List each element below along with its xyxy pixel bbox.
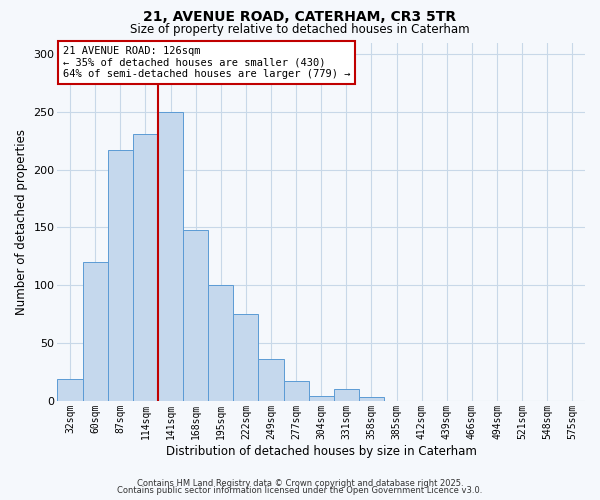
X-axis label: Distribution of detached houses by size in Caterham: Distribution of detached houses by size … <box>166 444 476 458</box>
Text: Size of property relative to detached houses in Caterham: Size of property relative to detached ho… <box>130 22 470 36</box>
Text: Contains public sector information licensed under the Open Government Licence v3: Contains public sector information licen… <box>118 486 482 495</box>
Bar <box>308 396 334 401</box>
Text: Contains HM Land Registry data © Crown copyright and database right 2025.: Contains HM Land Registry data © Crown c… <box>137 478 463 488</box>
Bar <box>108 150 133 401</box>
Text: 21 AVENUE ROAD: 126sqm
← 35% of detached houses are smaller (430)
64% of semi-de: 21 AVENUE ROAD: 126sqm ← 35% of detached… <box>63 46 350 80</box>
Bar <box>259 360 284 401</box>
Text: 21, AVENUE ROAD, CATERHAM, CR3 5TR: 21, AVENUE ROAD, CATERHAM, CR3 5TR <box>143 10 457 24</box>
Bar <box>334 390 359 401</box>
Bar <box>58 379 83 401</box>
Bar <box>233 314 259 401</box>
Bar <box>133 134 158 401</box>
Bar <box>284 382 308 401</box>
Bar <box>158 112 183 401</box>
Bar <box>359 398 384 401</box>
Bar <box>83 262 108 401</box>
Bar <box>183 230 208 401</box>
Bar <box>208 286 233 401</box>
Y-axis label: Number of detached properties: Number of detached properties <box>15 128 28 314</box>
